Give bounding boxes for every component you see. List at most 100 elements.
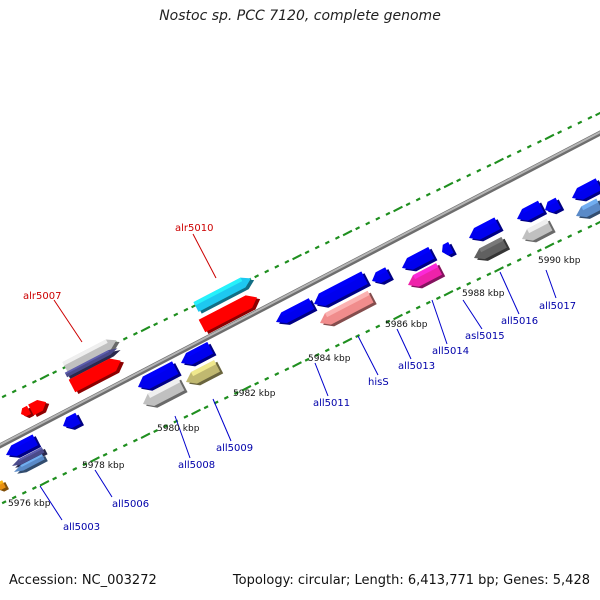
upper-tick bbox=[254, 274, 260, 279]
gene-label: all5013 bbox=[398, 361, 435, 372]
gene-label: hisS bbox=[368, 377, 389, 388]
lower-tick bbox=[557, 239, 563, 243]
ruler-label: 5976 kbp bbox=[8, 499, 51, 509]
upper-tick bbox=[435, 187, 441, 192]
lower-tick bbox=[191, 408, 201, 416]
lower-tick bbox=[132, 438, 138, 443]
lower-tick bbox=[595, 220, 600, 226]
upper-tick bbox=[486, 163, 492, 168]
lower-tick bbox=[365, 329, 371, 334]
gene-features bbox=[0, 178, 600, 492]
leader-line bbox=[545, 269, 557, 299]
lower-tick bbox=[102, 452, 108, 457]
gene-arrow bbox=[186, 360, 224, 386]
lower-tick bbox=[466, 281, 472, 286]
lower-tick bbox=[544, 242, 555, 249]
gene-label: all5011 bbox=[313, 398, 350, 409]
lower-tick bbox=[536, 248, 542, 253]
lower-tick bbox=[264, 376, 270, 381]
gene-arrow bbox=[469, 217, 504, 242]
ruler-label: 5984 kbp bbox=[308, 354, 351, 364]
axis-highlight bbox=[0, 131, 600, 446]
lower-tick bbox=[334, 343, 340, 348]
upper-tick bbox=[425, 192, 431, 197]
upper-tick bbox=[494, 157, 504, 165]
lower-tick bbox=[72, 467, 78, 471]
gene-arrow bbox=[143, 377, 188, 408]
gene-label: alr5010 bbox=[175, 223, 213, 234]
gene-arrow bbox=[12, 447, 48, 468]
upper-tick bbox=[11, 389, 17, 394]
lower-tick bbox=[385, 319, 391, 324]
lower-tick bbox=[486, 272, 492, 277]
leader-line bbox=[396, 328, 412, 360]
upper-tick bbox=[334, 235, 340, 240]
gene-arrow bbox=[517, 200, 548, 223]
upper-tick bbox=[21, 384, 27, 389]
gene-label: all5009 bbox=[216, 443, 253, 454]
ruler-label: 5980 kbp bbox=[157, 424, 200, 434]
leader-line bbox=[39, 485, 63, 521]
lower-tick bbox=[494, 266, 504, 273]
lower-tick bbox=[435, 296, 441, 300]
lower-tick bbox=[393, 313, 403, 321]
gene-label: all5006 bbox=[112, 499, 149, 510]
ruler-label: 5990 kbp bbox=[538, 256, 581, 266]
lower-tick bbox=[292, 361, 302, 368]
label-leaders bbox=[39, 233, 557, 521]
upper-tick bbox=[557, 130, 563, 135]
gene-label: all5014 bbox=[432, 346, 469, 357]
lower-tick bbox=[577, 229, 583, 234]
gene-arrow bbox=[372, 267, 394, 285]
gene-label: all5016 bbox=[501, 316, 538, 327]
leader-line bbox=[431, 299, 448, 345]
gene-label: all5008 bbox=[178, 460, 215, 471]
leader-line bbox=[212, 398, 232, 442]
lower-tick bbox=[506, 262, 512, 267]
lower-tick bbox=[284, 367, 290, 372]
lower-tick bbox=[31, 486, 37, 490]
lower-tick bbox=[405, 310, 411, 315]
leader-line bbox=[314, 362, 329, 397]
gene-label: all5003 bbox=[63, 522, 100, 533]
gene-arrow bbox=[474, 236, 511, 261]
leader-line bbox=[192, 233, 217, 279]
upper-tick bbox=[52, 370, 58, 375]
upper-tick bbox=[284, 259, 290, 264]
gene-arrow bbox=[28, 399, 50, 418]
ruler-label: 5982 kbp bbox=[233, 389, 276, 399]
gene-label: alr5007 bbox=[23, 291, 61, 302]
leader-line bbox=[357, 335, 379, 376]
upper-tick bbox=[577, 120, 583, 125]
upper-tick bbox=[122, 336, 128, 341]
lower-tick bbox=[587, 224, 593, 229]
gene-arrow bbox=[402, 246, 438, 272]
upper-tick bbox=[595, 111, 600, 117]
lower-tick bbox=[112, 448, 118, 452]
upper-tick bbox=[526, 144, 532, 149]
gene-arrow bbox=[181, 341, 217, 367]
upper-tick bbox=[342, 229, 353, 237]
gene-arrow bbox=[545, 197, 565, 215]
gene-arrow bbox=[6, 434, 42, 458]
lower-tick bbox=[140, 432, 151, 439]
lower-tick bbox=[62, 471, 68, 476]
labels: 5976 kbp 5978 kbp 5980 kbp 5982 kbp 5984 kbp… bbox=[8, 223, 581, 533]
ruler-label: 5978 kbp bbox=[82, 461, 125, 471]
upper-tick bbox=[314, 245, 320, 250]
upper-tick bbox=[544, 133, 555, 141]
upper-tick bbox=[375, 216, 381, 221]
lower-tick bbox=[233, 391, 239, 395]
gene-label: asl5015 bbox=[465, 331, 505, 342]
lower-tick bbox=[375, 324, 381, 329]
lower-tick bbox=[241, 385, 252, 392]
gene-arrow bbox=[314, 271, 371, 308]
topology-summary: Topology: circular; Length: 6,413,771 bp… bbox=[232, 573, 590, 588]
upper-tick bbox=[405, 202, 411, 207]
lower-tick bbox=[443, 290, 454, 297]
gene-arrow bbox=[408, 263, 446, 289]
upper-tick bbox=[415, 197, 421, 202]
upper-tick bbox=[355, 226, 361, 231]
lower-tick bbox=[324, 348, 330, 353]
lower-tick bbox=[254, 381, 260, 386]
